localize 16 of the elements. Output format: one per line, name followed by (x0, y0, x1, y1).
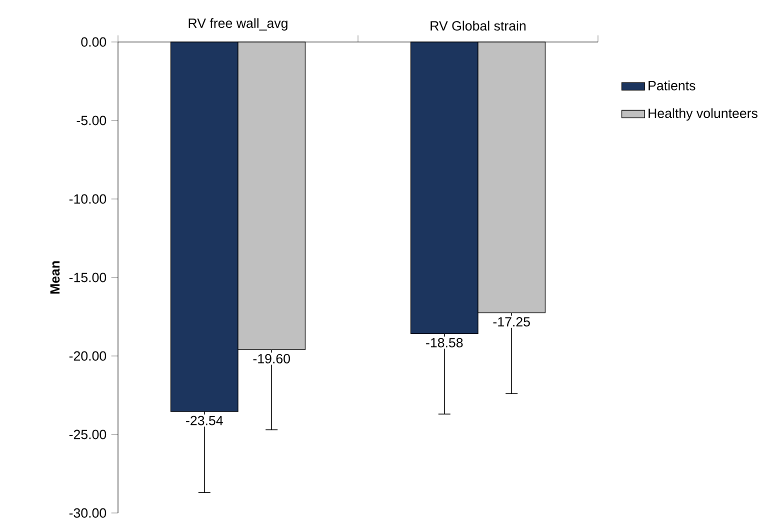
legend-label: Healthy volunteers (648, 108, 758, 121)
y-tick-label: -5.00 (76, 116, 106, 126)
data-label: -17.25 (493, 317, 530, 327)
data-label: -23.54 (186, 416, 223, 426)
y-tick-label: -10.00 (69, 194, 106, 204)
legend-label: Patients (648, 80, 696, 90)
data-label: -18.58 (426, 338, 463, 348)
x-tick-label: RV free wall_avg (188, 18, 288, 31)
y-tick-label: -30.00 (69, 508, 106, 518)
y-tick-label: 0.00 (81, 37, 106, 47)
data-label: -19.60 (253, 354, 290, 364)
y-tick-label: -25.00 (69, 430, 106, 440)
y-tick-label: -20.00 (69, 351, 106, 361)
y-tick-label: -15.00 (69, 272, 106, 282)
y-axis-title: Mean (50, 261, 60, 294)
x-tick-label: RV Global strain (430, 20, 526, 31)
